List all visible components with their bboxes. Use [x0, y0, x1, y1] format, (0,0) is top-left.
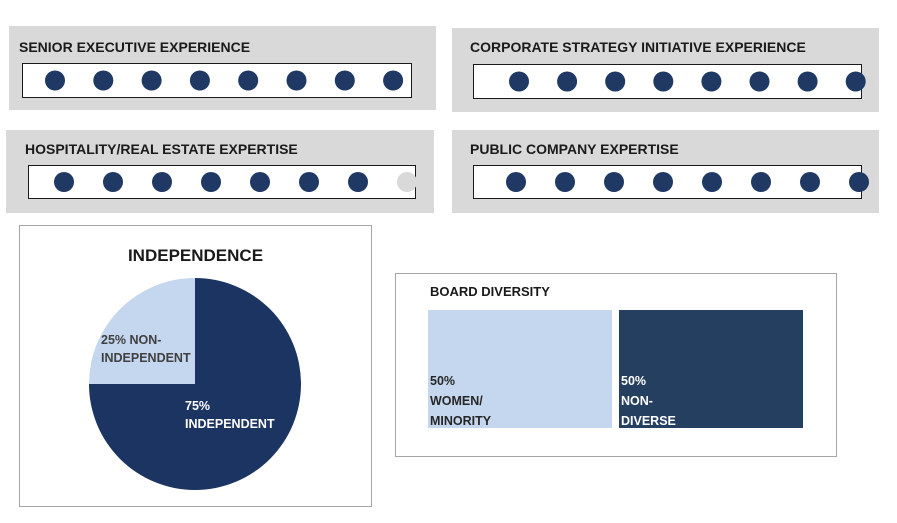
skill-panel: PUBLIC COMPANY EXPERTISE [452, 130, 879, 213]
panel-title: CORPORATE STRATEGY INITIATIVE EXPERIENCE [470, 39, 806, 55]
category-label: INDEPENDENT [185, 417, 275, 431]
block-label: 50% WOMEN/ MINORITY [430, 371, 510, 431]
value-label: 75% [185, 399, 211, 413]
blocks-title: BOARD DIVERSITY [430, 284, 550, 299]
category-label: NON-DIVERSE [621, 394, 676, 428]
dot-strip [473, 64, 862, 99]
skill-panel: HOSPITALITY/REAL ESTATE EXPERTISE [6, 130, 434, 213]
panel-title: SENIOR EXECUTIVE EXPERIENCE [19, 39, 251, 55]
dot-strip [473, 165, 862, 199]
skill-panel: SENIOR EXECUTIVE EXPERIENCE [9, 26, 436, 110]
dot-strip [28, 165, 416, 199]
value-label: 50% [430, 374, 456, 388]
block-label: 50% NON-DIVERSE [621, 371, 701, 431]
skill-panel: CORPORATE STRATEGY INITIATIVE EXPERIENCE [452, 28, 879, 112]
pie-label: 25% NON-INDEPENDENT [101, 331, 201, 367]
dot-strip [22, 63, 412, 98]
panel-title: PUBLIC COMPANY EXPERTISE [470, 141, 679, 157]
value-label: 25% [101, 333, 127, 347]
pie-title: INDEPENDENCE [127, 246, 264, 265]
panel-title: HOSPITALITY/REAL ESTATE EXPERTISE [25, 141, 298, 157]
pie-label: 75% INDEPENDENT [185, 397, 285, 433]
value-label: 50% [621, 374, 647, 388]
category-label: WOMEN/ MINORITY [430, 394, 492, 428]
